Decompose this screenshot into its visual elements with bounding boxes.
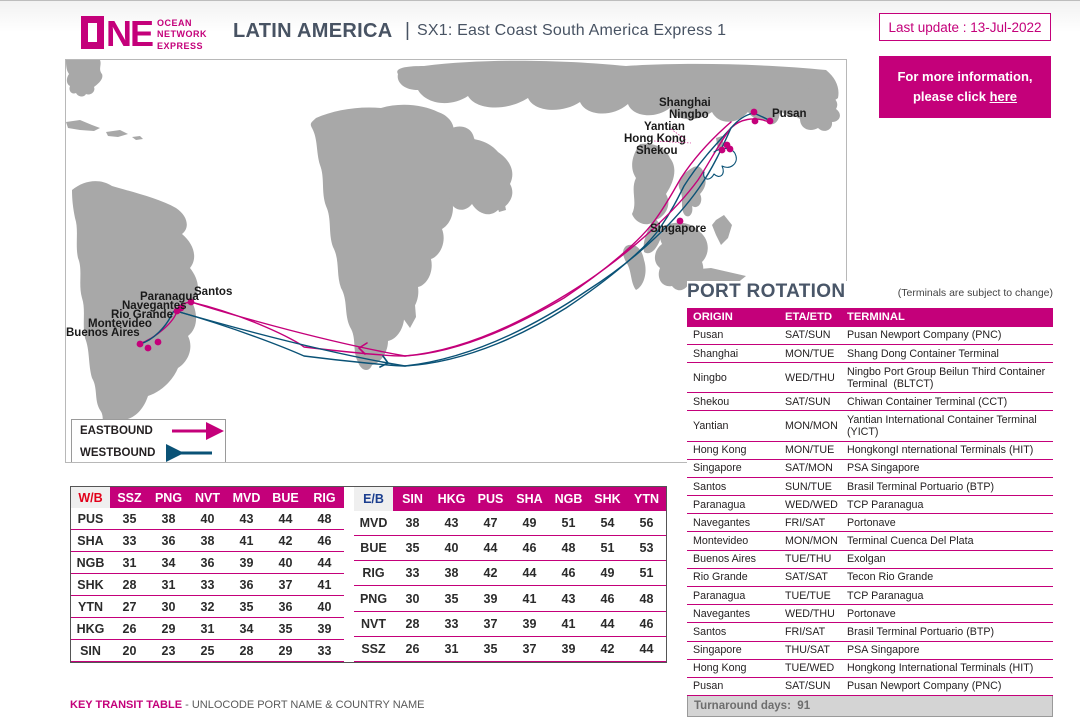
svg-text:Hong Kong: Hong Kong [624, 133, 686, 145]
svg-text:Buenos Aires: Buenos Aires [66, 327, 140, 339]
svg-text:Shekou: Shekou [636, 145, 678, 157]
svg-text:Shanghai: Shanghai [659, 97, 711, 109]
svg-text:Pusan: Pusan [772, 108, 807, 120]
svg-text:Singapore: Singapore [650, 223, 706, 235]
svg-text:Santos: Santos [194, 286, 232, 298]
svg-text:Ningbo: Ningbo [669, 109, 709, 121]
svg-text:Yantian: Yantian [644, 121, 685, 133]
